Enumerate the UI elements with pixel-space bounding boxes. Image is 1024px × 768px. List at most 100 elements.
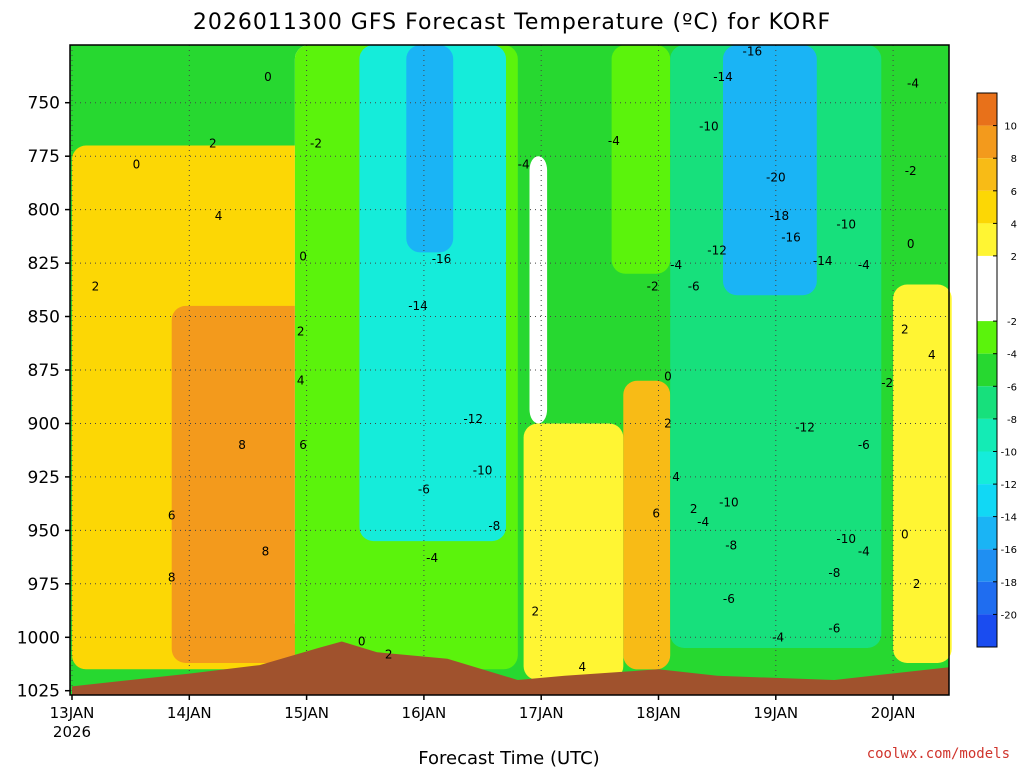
y-tick-label: 900 bbox=[28, 415, 60, 435]
temperature-region-7 bbox=[529, 156, 548, 424]
contour-label: -8 bbox=[488, 519, 500, 533]
colorbar-label: 8 bbox=[1011, 154, 1017, 165]
terrain-layer bbox=[72, 641, 949, 695]
colorbar-label: -14 bbox=[1001, 513, 1017, 524]
contour-label: -10 bbox=[836, 532, 856, 546]
colorbar-band bbox=[977, 223, 997, 256]
contour-label: 0 bbox=[133, 158, 141, 172]
x-tick-label: 14JAN bbox=[167, 704, 212, 722]
contour-label: -4 bbox=[670, 258, 682, 272]
contour-label: 8 bbox=[262, 545, 270, 559]
colorbar-label: 2 bbox=[1011, 252, 1017, 263]
colorbar-band bbox=[977, 614, 997, 647]
x-tick-label: 18JAN bbox=[636, 704, 681, 722]
contour-label: 2 bbox=[664, 417, 672, 431]
contour-label: 0 bbox=[901, 528, 909, 542]
contour-label: -6 bbox=[723, 592, 735, 606]
contour-label: -6 bbox=[858, 438, 870, 452]
y-axis: 750 775 800 825 850 875 900 925 950 975 1000 1025 bbox=[17, 94, 70, 702]
contour-label: -10 bbox=[473, 464, 493, 478]
colorbar-band bbox=[977, 386, 997, 419]
terrain bbox=[72, 641, 949, 695]
contour-label: -4 bbox=[907, 77, 919, 91]
colorbar-label: -10 bbox=[1001, 448, 1017, 459]
temperature-region-8 bbox=[611, 45, 671, 274]
contour-label: 4 bbox=[672, 470, 680, 484]
contour-label: -6 bbox=[828, 622, 840, 636]
contour-label: 6 bbox=[299, 438, 307, 452]
y-tick-label: 800 bbox=[28, 201, 60, 221]
x-tick-year: 2026 bbox=[53, 723, 91, 741]
colorbar-band bbox=[977, 418, 997, 452]
contour-label: 6 bbox=[652, 506, 660, 520]
contour-label: -2 bbox=[881, 376, 893, 390]
y-tick-label: 825 bbox=[28, 254, 60, 274]
y-tick-label: 950 bbox=[28, 521, 60, 541]
contour-label: 0 bbox=[299, 250, 307, 264]
contour-label: -10 bbox=[699, 119, 719, 133]
colorbar: 10 8 6 4 2 -2 -4 -6 -8 -10 -12 -14 -16 -18 -20 bbox=[976, 92, 1017, 648]
contour-label: -4 bbox=[772, 630, 784, 644]
contour-label: -16 bbox=[781, 230, 801, 244]
contour-label: 2 bbox=[297, 325, 305, 339]
x-tick-label: 15JAN bbox=[284, 704, 329, 722]
contour-label: -4 bbox=[608, 134, 620, 148]
colorbar-band bbox=[977, 353, 997, 387]
contour-label: 2 bbox=[531, 605, 539, 619]
colorbar-label: -4 bbox=[1007, 350, 1017, 361]
colorbar-label: 6 bbox=[1011, 187, 1017, 198]
colorbar-band bbox=[977, 93, 997, 126]
contour-label: 4 bbox=[578, 660, 586, 674]
colorbar-band bbox=[977, 125, 997, 159]
contour-label: 8 bbox=[168, 570, 176, 584]
colorbar-band bbox=[977, 451, 997, 485]
contour-label: -12 bbox=[707, 243, 727, 257]
contour-label: -2 bbox=[310, 136, 322, 150]
temperature-region-5 bbox=[406, 45, 454, 253]
contour-label: -8 bbox=[725, 538, 737, 552]
credit-text: coolwx.com/models bbox=[867, 746, 1010, 762]
y-tick-label: 925 bbox=[28, 468, 60, 488]
contour-label: -2 bbox=[905, 164, 917, 178]
grid-lines bbox=[70, 45, 949, 695]
temperature-region-6 bbox=[523, 423, 624, 681]
colorbar-band bbox=[977, 549, 997, 582]
colorbar-label: -6 bbox=[1007, 382, 1017, 393]
y-tick-label: 750 bbox=[28, 94, 60, 114]
contour-label: 4 bbox=[297, 374, 305, 388]
contour-label: 2 bbox=[209, 136, 217, 150]
y-tick-label: 975 bbox=[28, 575, 60, 595]
x-tick-label: 20JAN bbox=[871, 704, 916, 722]
contour-label: -16 bbox=[432, 252, 452, 266]
contour-label: -12 bbox=[463, 412, 483, 426]
colorbar-band bbox=[977, 581, 997, 615]
contour-label: -4 bbox=[858, 258, 870, 272]
x-tick-label: 17JAN bbox=[519, 704, 564, 722]
contour-label: -14 bbox=[408, 299, 428, 313]
temperature-region-10 bbox=[670, 45, 882, 648]
contour-label: -4 bbox=[426, 551, 438, 565]
x-tick-label: 19JAN bbox=[753, 704, 798, 722]
x-tick-label: 16JAN bbox=[402, 704, 447, 722]
contour-label: -10 bbox=[836, 218, 856, 232]
contour-label: -18 bbox=[769, 209, 789, 223]
contour-label: 6 bbox=[168, 508, 176, 522]
colorbar-frame bbox=[976, 92, 998, 648]
temperature-region-1 bbox=[171, 305, 319, 663]
colorbar-band bbox=[977, 516, 997, 550]
temperature-region-12 bbox=[893, 284, 952, 663]
y-tick-label: 850 bbox=[28, 308, 60, 328]
contour-label: 4 bbox=[928, 348, 936, 362]
contour-label: -6 bbox=[688, 280, 700, 294]
contour-label: -6 bbox=[418, 483, 430, 497]
contour-label: 0 bbox=[907, 237, 915, 251]
x-tick-label: 13JAN bbox=[50, 704, 95, 722]
contour-label: -8 bbox=[828, 566, 840, 580]
contour-label: 8 bbox=[238, 438, 246, 452]
contour-label: 2 bbox=[913, 577, 921, 591]
contour-label: 2 bbox=[385, 647, 393, 661]
chart-title: 2026011300 GFS Forecast Temperature (ºC)… bbox=[193, 10, 831, 35]
contour-label: -20 bbox=[766, 171, 786, 185]
